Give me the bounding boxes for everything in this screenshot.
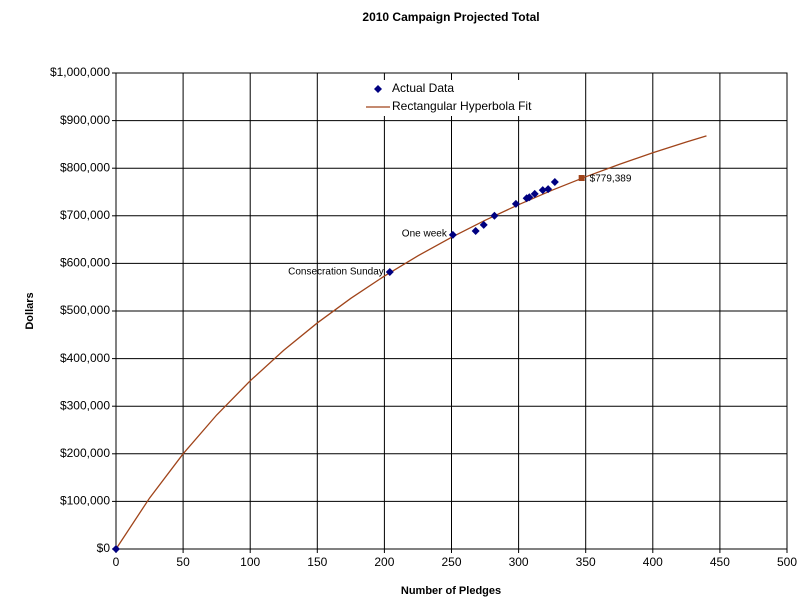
- y-tick-label: $500,000: [60, 303, 110, 317]
- x-axis-label: Number of Pledges: [401, 585, 501, 597]
- y-tick-label: $400,000: [60, 351, 110, 365]
- data-point: [544, 185, 553, 194]
- y-tick-label: $600,000: [60, 256, 110, 270]
- data-point: [490, 211, 499, 220]
- projection-label: $779,389: [590, 174, 632, 185]
- x-tick-label: 300: [509, 555, 529, 569]
- y-axis-label: Dollars: [24, 292, 36, 329]
- data-point: [525, 193, 534, 202]
- x-tick-label: 500: [777, 555, 797, 569]
- x-tick-label: 250: [441, 555, 461, 569]
- legend-swatch: [374, 85, 382, 93]
- data-point: [471, 227, 480, 236]
- plot-border: [115, 72, 788, 550]
- x-tick-label: 150: [307, 555, 327, 569]
- x-tick-label: 350: [576, 555, 596, 569]
- y-tick-label: $800,000: [60, 160, 110, 174]
- x-tick-label: 50: [176, 555, 190, 569]
- y-tick-label: $300,000: [60, 398, 110, 412]
- data-point: [538, 186, 547, 195]
- x-tick-label: 0: [113, 555, 120, 569]
- y-tick-label: $700,000: [60, 208, 110, 222]
- x-tick-label: 400: [643, 555, 663, 569]
- fit-line: [115, 135, 707, 550]
- data-point: [530, 189, 539, 198]
- data-point: [550, 178, 559, 187]
- y-tick-label: $200,000: [60, 446, 110, 460]
- data-point: [385, 267, 394, 276]
- legend-box: [362, 80, 572, 116]
- legend-label: Rectangular Hyperbola Fit: [392, 99, 532, 113]
- data-point: [112, 545, 120, 553]
- y-tick-label: $100,000: [60, 494, 110, 508]
- x-tick-label: 200: [374, 555, 394, 569]
- chart-title: 2010 Campaign Projected Total: [362, 10, 539, 24]
- y-tick-label: $1,000,000: [50, 65, 110, 79]
- legend: Actual Data Rectangular Hyperbola Fit: [362, 80, 572, 116]
- data-point: [448, 230, 457, 239]
- annotation: Consecration Sunday: [288, 267, 384, 278]
- y-tick-label: $900,000: [60, 113, 110, 127]
- data-point: [479, 220, 488, 229]
- x-tick-label: 450: [710, 555, 730, 569]
- projection-point: [578, 175, 585, 182]
- y-tick-label: $0: [97, 541, 111, 555]
- annotation: One week: [402, 228, 448, 239]
- legend-label: Actual Data: [392, 81, 454, 95]
- x-tick-label: 100: [240, 555, 260, 569]
- data-point: [511, 199, 520, 208]
